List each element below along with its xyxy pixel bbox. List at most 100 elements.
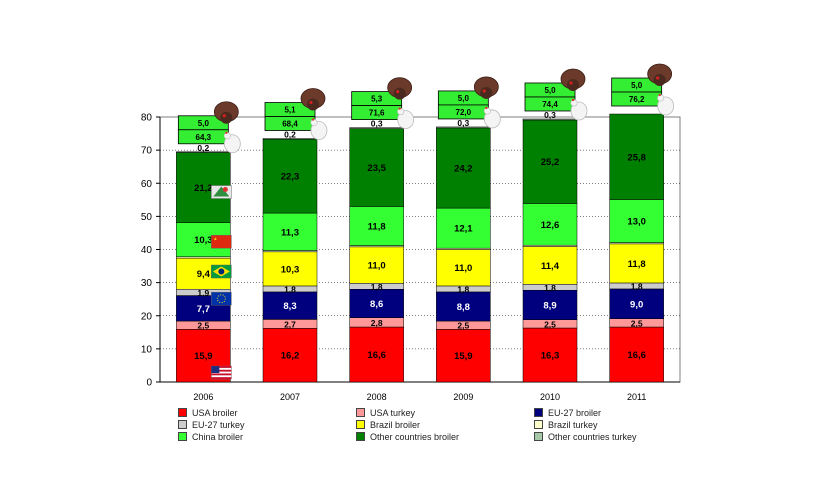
callout-turkey-value: 5,0 bbox=[198, 119, 210, 128]
turkey-icon bbox=[482, 89, 486, 93]
legend-swatch bbox=[534, 432, 543, 441]
bar-segment bbox=[609, 243, 664, 284]
data-label: 8,6 bbox=[370, 299, 383, 310]
data-label: 1,8 bbox=[457, 284, 469, 294]
bar-segment bbox=[349, 206, 404, 246]
data-label: 1,8 bbox=[631, 281, 643, 291]
y-tick-label: 40 bbox=[141, 245, 153, 256]
chicken-icon bbox=[398, 107, 401, 110]
chicken-icon bbox=[485, 106, 488, 110]
turkey-icon bbox=[653, 74, 666, 87]
callout-broiler-value: 74,4 bbox=[542, 100, 558, 109]
data-label: 16,2 bbox=[281, 351, 300, 362]
usa-flag-icon bbox=[211, 369, 232, 372]
turkey-icon bbox=[569, 81, 573, 85]
turkey-icon bbox=[480, 86, 493, 99]
legend-label: EU-27 turkey bbox=[192, 420, 245, 430]
bar-segment bbox=[522, 119, 578, 204]
chicken-icon bbox=[571, 98, 575, 102]
chicken-icon bbox=[223, 132, 231, 140]
chicken-icon bbox=[483, 109, 501, 129]
data-label: 16,6 bbox=[627, 350, 646, 361]
other-countries-icon bbox=[213, 186, 230, 197]
legend-item: EU-27 turkey bbox=[178, 420, 245, 430]
turkey-icon bbox=[396, 90, 400, 94]
chicken-icon bbox=[657, 96, 675, 116]
data-label: 2,5 bbox=[197, 321, 209, 331]
data-label: 2,5 bbox=[544, 319, 556, 329]
callout-turkey-value: 5,3 bbox=[371, 95, 383, 104]
data-label: 2,5 bbox=[457, 321, 469, 331]
data-label: 12,1 bbox=[454, 224, 473, 235]
data-label: 1,8 bbox=[371, 282, 383, 292]
legend-swatch bbox=[356, 432, 365, 441]
bar-segment bbox=[436, 249, 491, 287]
bar-segment bbox=[609, 326, 664, 383]
legend-label: Other countries turkey bbox=[548, 432, 637, 442]
bar-segment bbox=[349, 289, 404, 318]
data-label: 11,3 bbox=[281, 227, 299, 238]
eu-flag-icon bbox=[211, 291, 232, 306]
chicken-icon bbox=[570, 101, 588, 121]
turkey-icon bbox=[307, 98, 319, 111]
chicken-icon bbox=[397, 108, 405, 116]
y-tick-label: 0 bbox=[146, 378, 152, 389]
data-label: 13,0 bbox=[627, 217, 646, 228]
chicken-icon bbox=[483, 107, 491, 115]
data-label: 0,3 bbox=[544, 110, 556, 120]
bar-segment bbox=[436, 291, 491, 322]
data-label: 8,9 bbox=[543, 300, 556, 311]
callout-turkey-value: 5,0 bbox=[544, 86, 556, 95]
eu-flag-icon bbox=[216, 294, 226, 304]
data-label: 1,9 bbox=[197, 288, 209, 298]
chicken-icon bbox=[310, 119, 318, 127]
data-label: 24,2 bbox=[454, 164, 473, 175]
legend-item: EU-27 broiler bbox=[534, 408, 601, 418]
data-label: 8,8 bbox=[457, 302, 470, 313]
usa-flag-icon bbox=[211, 366, 220, 374]
legend-label: Other countries broiler bbox=[370, 432, 460, 442]
china-flag-icon bbox=[213, 237, 218, 241]
turkey-icon bbox=[656, 76, 660, 80]
y-tick-label: 50 bbox=[141, 212, 153, 223]
callout-broiler-value: 68,4 bbox=[282, 120, 298, 129]
x-tick-label: 2011 bbox=[627, 392, 646, 402]
legend-label: EU-27 broiler bbox=[548, 408, 602, 418]
bar-segment bbox=[262, 138, 318, 214]
bar-segment bbox=[349, 128, 404, 207]
other-countries-icon bbox=[222, 187, 228, 193]
y-tick-label: 70 bbox=[141, 146, 153, 157]
legend-swatch bbox=[356, 408, 365, 417]
legend-item: Brazil turkey bbox=[534, 420, 598, 430]
chicken-icon bbox=[225, 131, 228, 134]
legend-item: USA broiler bbox=[178, 408, 238, 418]
bar-segment bbox=[436, 127, 491, 209]
data-label: 11,0 bbox=[368, 261, 386, 272]
data-label: 11,8 bbox=[628, 259, 646, 270]
y-tick-label: 10 bbox=[141, 344, 153, 355]
data-label: 16,6 bbox=[367, 350, 386, 361]
data-label: 23,5 bbox=[367, 163, 386, 174]
data-label: 25,2 bbox=[541, 157, 560, 168]
bar-segment bbox=[522, 289, 578, 320]
legend-swatch bbox=[356, 420, 365, 429]
callout-broiler-value: 64,3 bbox=[196, 133, 212, 142]
chicken-icon bbox=[570, 99, 578, 107]
usa-flag-icon bbox=[211, 377, 232, 380]
data-label: 1,8 bbox=[284, 284, 296, 294]
legend-swatch bbox=[178, 432, 187, 441]
legend-label: USA turkey bbox=[370, 408, 416, 418]
callout-broiler-value: 76,2 bbox=[629, 95, 645, 104]
y-tick-label: 30 bbox=[141, 278, 153, 289]
callout-turkey-value: 5,1 bbox=[284, 106, 296, 115]
legend-swatch bbox=[534, 420, 543, 429]
turkey-icon bbox=[393, 87, 406, 100]
bar-segment bbox=[609, 199, 664, 243]
x-tick-label: 2007 bbox=[280, 392, 300, 402]
x-tick-label: 2008 bbox=[367, 392, 387, 402]
bar-segment bbox=[349, 326, 404, 383]
data-label: 21,2 bbox=[194, 183, 213, 194]
usa-flag-icon bbox=[211, 366, 232, 368]
y-tick-label: 80 bbox=[141, 113, 153, 124]
legend-swatch bbox=[178, 408, 187, 417]
